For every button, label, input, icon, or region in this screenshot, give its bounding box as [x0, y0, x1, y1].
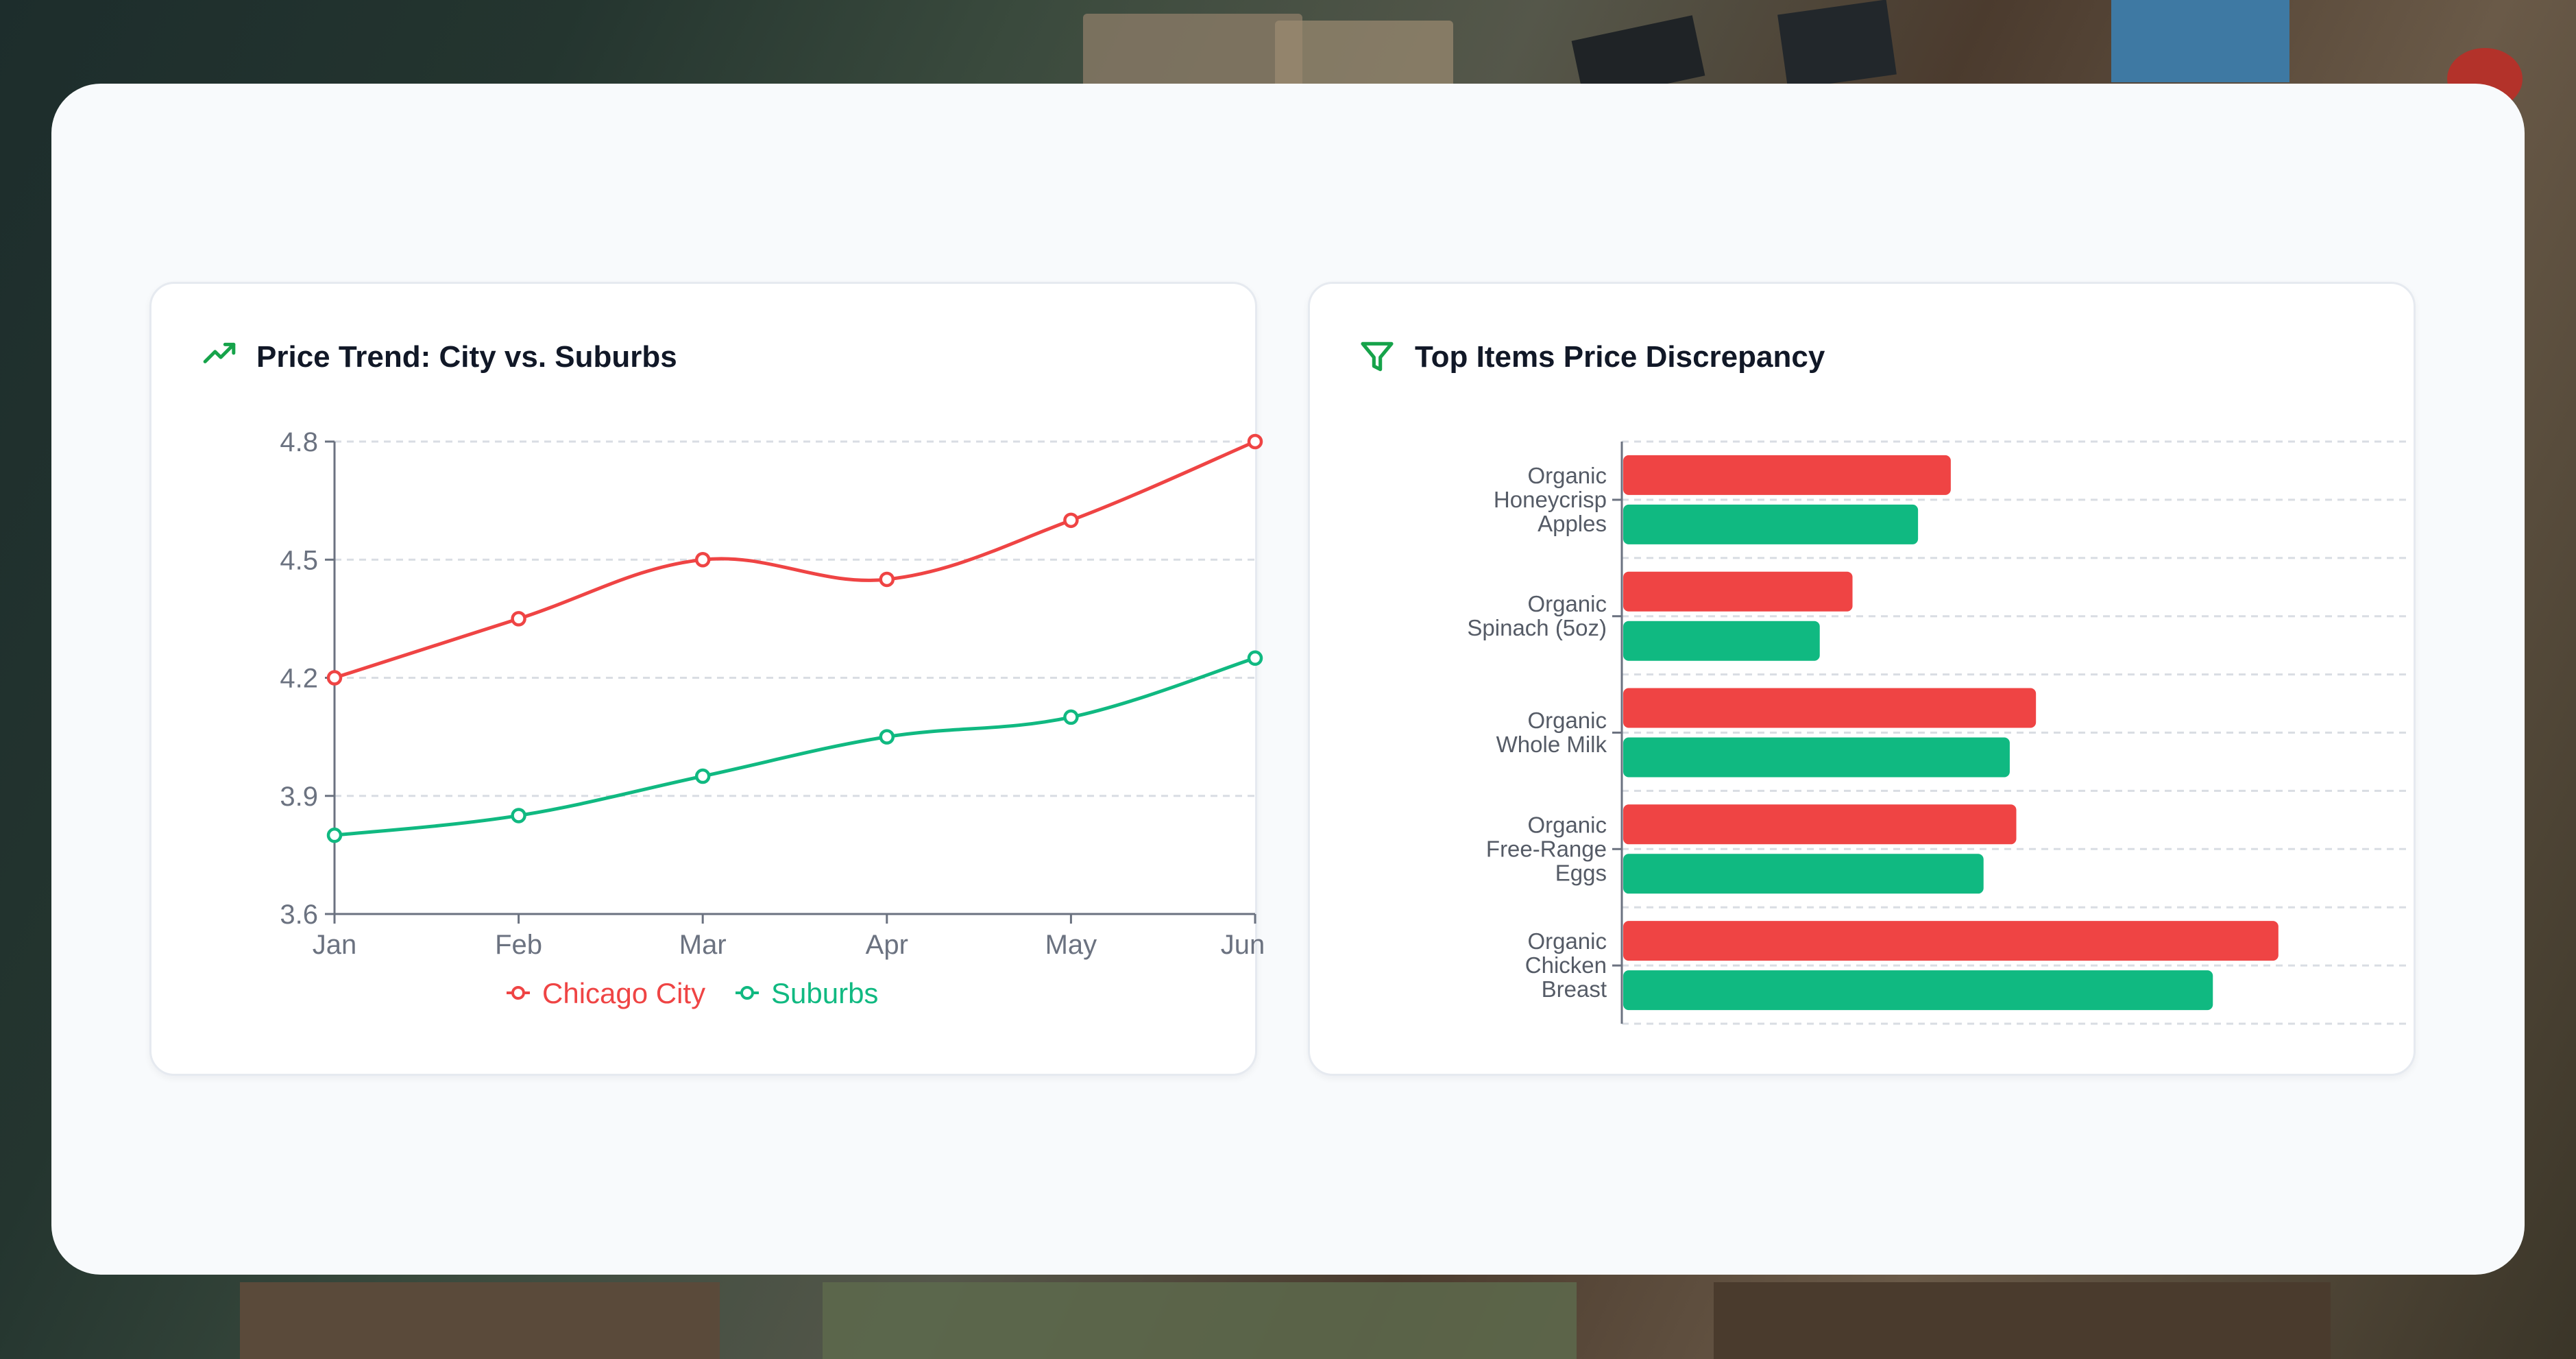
category-label: Organic Free-Range Eggs	[1486, 812, 1607, 885]
bar-suburbs	[1623, 854, 1984, 894]
data-point	[694, 552, 711, 568]
data-point	[879, 729, 895, 745]
price-trend-card: Price Trend: City vs. Suburbs 3.6 3.9 4.2 4…	[149, 282, 1265, 1076]
y-tick-label: 4.2	[280, 664, 318, 694]
bar-suburbs	[1623, 621, 1820, 661]
x-tick-label: Jan	[313, 930, 357, 960]
y-tick-label: 3.6	[280, 900, 318, 930]
data-point	[879, 571, 895, 588]
legend-marker	[511, 986, 525, 1000]
background-crate	[1714, 1282, 2331, 1359]
x-tick-label: Jun	[1221, 930, 1265, 960]
filter-icon	[1361, 341, 1394, 372]
series-line-suburbs	[334, 656, 1256, 837]
bar-city	[1623, 688, 2037, 728]
data-point	[511, 808, 526, 823]
background-sign	[1777, 0, 1897, 90]
background-greens	[823, 1282, 1577, 1359]
bar-suburbs	[1623, 737, 2010, 778]
data-point	[1063, 709, 1079, 725]
category-label: Organic Chicken Breast	[1525, 928, 1607, 1002]
data-point	[1063, 512, 1079, 529]
price-discrepancy-card: Top Items Price Discrepancy Organic Honey…	[1308, 282, 2416, 1076]
bar-city	[1623, 571, 1853, 612]
bar-city	[1623, 921, 2279, 961]
background-crate	[2111, 0, 2289, 82]
category-label: Organic Whole Milk	[1496, 708, 1607, 757]
price-trend-title: Price Trend: City vs. Suburbs	[256, 340, 677, 374]
data-point	[326, 827, 343, 843]
bar-city	[1623, 455, 1951, 495]
bar-city	[1623, 804, 2017, 845]
data-point	[1247, 433, 1263, 450]
category-label: Organic Honeycrisp Apples	[1494, 463, 1607, 536]
bar-suburbs	[1623, 504, 1919, 544]
dashboard-panel: Price Trend: City vs. Suburbs 3.6 3.9 4.2 4…	[51, 84, 2525, 1275]
bar-suburbs	[1623, 970, 2213, 1011]
price-discrepancy-chart: Organic Honeycrisp Apples Organic Spinach (5…	[1467, 440, 2408, 1025]
trending-up-icon	[203, 342, 236, 363]
legend-label: Suburbs	[771, 977, 878, 1009]
x-tick-label: Feb	[495, 930, 542, 960]
background-crate	[1275, 21, 1453, 89]
background-crate	[240, 1282, 720, 1359]
data-point	[326, 670, 343, 686]
data-point	[511, 611, 526, 627]
category-label: Organic Spinach (5oz)	[1467, 591, 1607, 640]
data-point	[1247, 650, 1263, 666]
background-crate	[1083, 14, 1302, 89]
data-point	[694, 768, 711, 784]
y-tick-label: 4.8	[280, 427, 318, 457]
legend-marker	[740, 986, 754, 1000]
legend-item: Chicago City	[507, 977, 705, 1009]
price-trend-chart: 3.6 3.9 4.2 4.5 4.8 Jan Feb Mar Apr May Jun Chicago…	[280, 427, 1265, 1009]
x-tick-label: Mar	[679, 930, 727, 960]
series-line-chicago-city	[334, 440, 1256, 680]
legend-item: Suburbs	[736, 977, 878, 1009]
y-tick-label: 4.5	[280, 545, 318, 575]
legend-label: Chicago City	[542, 977, 705, 1009]
x-tick-label: May	[1045, 930, 1097, 960]
x-tick-label: Apr	[866, 930, 908, 960]
price-discrepancy-title: Top Items Price Discrepancy	[1415, 340, 1825, 374]
y-tick-label: 3.9	[280, 782, 318, 812]
